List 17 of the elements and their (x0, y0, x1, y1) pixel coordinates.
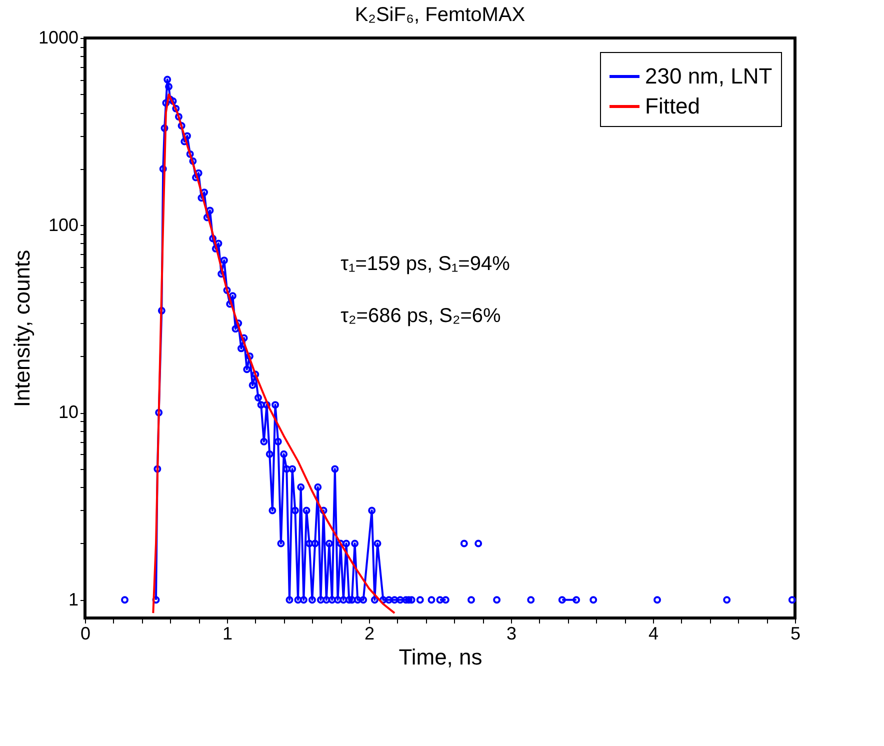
y-axis-title: Intensity, counts (9, 250, 34, 408)
annotation: τ₂=686 ps, S₂=6% (340, 305, 502, 328)
x-tick-label: 5 (790, 624, 801, 644)
legend-label: Fitted (645, 94, 700, 118)
x-tick-label: 4 (648, 624, 659, 644)
x-tick-label: 3 (506, 624, 517, 644)
y-tick-label: 100 (48, 214, 78, 235)
x-tick-label: 0 (80, 624, 91, 644)
y-tick-label: 10 (58, 402, 78, 422)
y-tick-label: 1 (68, 589, 78, 610)
x-tick-label: 1 (222, 624, 233, 644)
legend-label: 230 nm, LNT (645, 64, 772, 88)
x-axis-title: Time, ns (398, 644, 482, 670)
chart-title: K₂SiF₆, FemtoMAX (354, 4, 526, 26)
annotation: τ₁=159 ps, S₁=94% (340, 253, 510, 276)
y-tick-label: 1000 (38, 28, 78, 48)
x-tick-label: 2 (364, 624, 375, 644)
